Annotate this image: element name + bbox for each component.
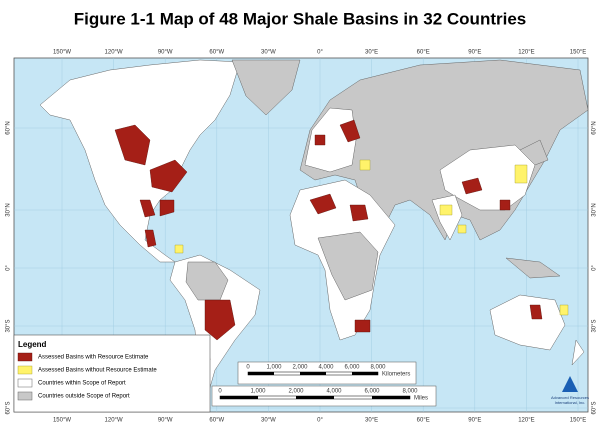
scale-label: 6,000: [344, 365, 360, 371]
scale-unit: Kilometers: [382, 372, 410, 378]
scale-label: 8,000: [402, 389, 418, 395]
title: Figure 1-1 Map of 48 Major Shale Basins …: [74, 9, 527, 28]
scale-label: 4,000: [318, 365, 334, 371]
legend-item: Assessed Basins with Resource Estimate: [38, 355, 149, 361]
scale-segment: [296, 396, 334, 399]
lon-label-top: 30°E: [365, 50, 378, 56]
lon-label-bottom: 30°E: [365, 418, 378, 424]
lat-label-left: 30°S: [6, 319, 12, 332]
legend-item: Countries within Scope of Report: [38, 381, 126, 387]
lon-label-top: 0°: [317, 50, 323, 56]
lon-label-top: 150°W: [53, 50, 71, 56]
lon-label-top: 60°W: [209, 50, 224, 56]
scale-segment: [352, 372, 378, 375]
lon-label-bottom: 150°W: [53, 418, 71, 424]
lon-label-bottom: 60°W: [209, 418, 224, 424]
scale-segment: [372, 396, 410, 399]
scale-segment: [220, 396, 258, 399]
lon-label-bottom: 90°E: [468, 418, 481, 424]
lat-label-right: 0°: [592, 265, 598, 271]
legend-title: Legend: [18, 340, 47, 349]
lon-label-top: 60°E: [417, 50, 430, 56]
lat-label-left: 60°N: [6, 121, 12, 134]
logo: Advanced Resources International, Inc.: [551, 376, 589, 405]
scale-unit: Miles: [414, 396, 428, 402]
lon-label-top: 120°E: [518, 50, 534, 56]
lon-label-bottom: 0°: [317, 418, 323, 424]
lon-label-bottom: 120°E: [518, 418, 534, 424]
scale-label: 1,000: [266, 365, 282, 371]
lon-label-top: 30°W: [261, 50, 276, 56]
scale-label: 2,000: [292, 365, 308, 371]
scale-label: 8,000: [370, 365, 386, 371]
lon-label-top: 120°W: [105, 50, 123, 56]
lon-label-top: 90°E: [468, 50, 481, 56]
lon-label-bottom: 120°W: [105, 418, 123, 424]
lat-label-right: 60°S: [592, 401, 598, 414]
legend-item: Assessed Basins without Resource Estimat…: [38, 368, 157, 374]
logo-name: Advanced Resources: [551, 395, 589, 400]
scale-segment: [248, 372, 274, 375]
legend-item: Countries outside Scope of Report: [38, 394, 130, 400]
lat-label-right: 30°S: [592, 319, 598, 332]
scale-label: 1,000: [250, 389, 266, 395]
lon-label-bottom: 60°E: [417, 418, 430, 424]
lon-label-top: 90°W: [158, 50, 173, 56]
scale-label: 2,000: [288, 389, 304, 395]
scale-label: 6,000: [364, 389, 380, 395]
scale-label: 0: [218, 389, 222, 395]
lat-label-left: 0°: [6, 265, 12, 271]
lon-label-bottom: 30°W: [261, 418, 276, 424]
scale-label: 0: [246, 365, 250, 371]
scale-segment: [300, 372, 326, 375]
lon-label-bottom: 90°W: [158, 418, 173, 424]
legend: Legend Assessed Basins with Resource Est…: [13, 334, 211, 413]
lon-label-top: 150°E: [570, 50, 586, 56]
lon-label-bottom: 150°E: [570, 418, 586, 424]
lat-label-left: 60°S: [6, 401, 12, 414]
scale-label: 4,000: [326, 389, 342, 395]
lat-label-right: 60°N: [592, 121, 598, 134]
lat-label-left: 30°N: [6, 203, 12, 216]
lat-label-right: 30°N: [592, 203, 598, 216]
logo-subname: International, Inc.: [555, 400, 586, 405]
